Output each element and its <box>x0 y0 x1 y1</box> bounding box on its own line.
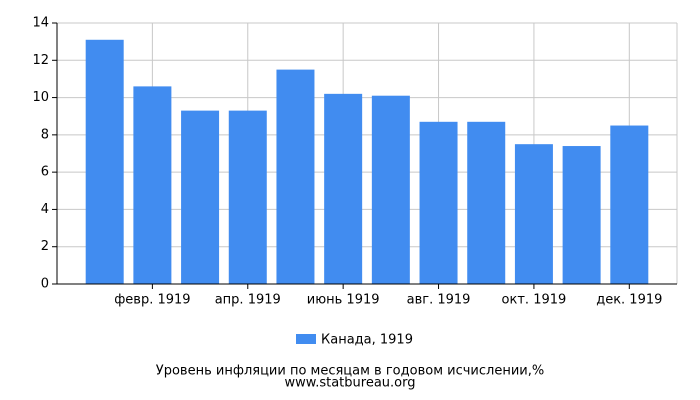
bar <box>85 39 124 285</box>
y-tick-label: 12 <box>32 53 49 68</box>
y-tick-label: 6 <box>41 165 49 180</box>
bar <box>324 93 363 284</box>
x-tick-label: февр. 1919 <box>114 293 190 308</box>
x-tick-label: окт. 1919 <box>502 293 567 308</box>
legend-swatch <box>296 334 316 344</box>
legend-label: Канада, 1919 <box>321 333 413 348</box>
y-tick-label: 10 <box>32 90 49 105</box>
y-tick-label: 8 <box>41 127 49 142</box>
x-axis-title: Уровень инфляции по месяцам в годовом ис… <box>156 364 544 379</box>
bar <box>133 86 172 284</box>
bar <box>228 110 267 284</box>
bar <box>467 121 506 284</box>
bar <box>419 121 458 284</box>
x-tick-label: апр. 1919 <box>215 293 281 308</box>
bar <box>181 110 220 284</box>
bar <box>276 69 315 284</box>
bar <box>562 146 601 284</box>
bar <box>371 95 410 284</box>
bar <box>610 125 649 285</box>
y-tick-label: 4 <box>41 202 49 217</box>
x-tick-label: дек. 1919 <box>596 293 662 308</box>
x-tick-label: июнь 1919 <box>307 293 380 308</box>
x-tick-label: авг. 1919 <box>407 293 471 308</box>
y-tick-label: 2 <box>41 239 49 254</box>
y-tick-label: 0 <box>41 277 49 292</box>
bar <box>514 144 553 284</box>
y-tick-label: 14 <box>32 16 49 31</box>
source: www.statbureau.org <box>285 376 416 391</box>
